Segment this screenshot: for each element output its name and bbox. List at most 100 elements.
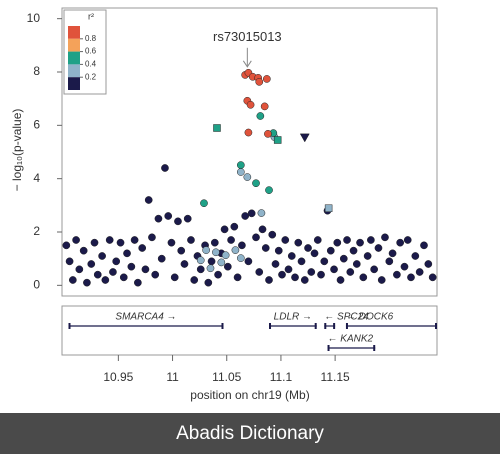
y-tick-label: 6: [33, 118, 40, 132]
point: [374, 244, 383, 252]
gene-end: [345, 323, 348, 329]
point: [297, 257, 306, 266]
point: [233, 273, 242, 282]
point: [75, 265, 84, 274]
point: [157, 254, 166, 263]
point: [393, 270, 401, 279]
legend-label: 0.6: [85, 47, 97, 56]
point: [370, 265, 378, 274]
point: [300, 276, 309, 284]
point: [230, 222, 239, 231]
point: [363, 252, 372, 260]
point: [310, 249, 319, 258]
point: [407, 273, 415, 282]
point: [333, 238, 342, 247]
legend-swatch: [68, 77, 80, 90]
gene-end: [435, 323, 437, 329]
point: [221, 251, 230, 260]
point: [134, 278, 142, 287]
point: [424, 260, 433, 268]
point: [246, 100, 255, 109]
point: [93, 270, 102, 279]
point: [261, 244, 270, 252]
y-tick-label: 2: [33, 224, 40, 238]
point: [403, 236, 412, 244]
point: [396, 238, 405, 247]
point: [206, 264, 215, 273]
point: [236, 161, 245, 169]
point: [377, 276, 386, 284]
y-tick-label: 10: [27, 11, 41, 25]
point: [317, 270, 325, 279]
legend-label: 0.4: [85, 60, 97, 69]
point: [101, 276, 110, 284]
point: [164, 212, 173, 220]
point: [304, 244, 312, 252]
point: [336, 276, 345, 284]
point: [207, 257, 216, 266]
gene-label: SMARCA4 →: [115, 312, 176, 323]
gene-end: [333, 323, 336, 329]
point: [247, 209, 256, 218]
x-tick-label: 11: [166, 370, 179, 384]
x-tick-label: 10.95: [103, 370, 133, 384]
x-tick-label: 11.05: [212, 370, 241, 384]
point: [119, 273, 128, 282]
point: [320, 257, 329, 266]
point: [255, 268, 264, 276]
y-tick-label: 4: [33, 171, 40, 185]
point: [415, 268, 424, 276]
point: [167, 238, 176, 247]
annotation-arrowhead: [242, 60, 252, 68]
legend-label: 0.8: [85, 34, 97, 43]
point: [343, 236, 351, 244]
point: [274, 246, 283, 255]
point: [227, 236, 235, 244]
gene-end: [324, 323, 327, 329]
point: [130, 236, 139, 244]
point: [352, 260, 361, 268]
point: [105, 236, 114, 244]
point: [244, 128, 253, 137]
point: [196, 256, 205, 265]
point: [212, 248, 220, 257]
legend-label: 0.2: [85, 72, 97, 81]
point: [256, 112, 265, 120]
y-tick-label: 8: [33, 64, 40, 78]
point: [349, 246, 358, 255]
point: [180, 260, 189, 268]
point: [346, 268, 355, 276]
point: [330, 265, 338, 274]
point: [214, 270, 222, 279]
point: [265, 186, 273, 194]
point: [154, 214, 163, 223]
point: [196, 265, 205, 274]
point: [252, 233, 260, 242]
point: [112, 257, 121, 266]
point: [265, 276, 273, 284]
point: [278, 270, 286, 279]
gene-label: ← KANK2: [328, 334, 374, 345]
gene-label: ← SPC24: [324, 312, 369, 323]
point: [65, 257, 74, 266]
point: [200, 199, 208, 208]
legend-title: r²: [88, 11, 94, 21]
point: [313, 236, 322, 244]
point: [284, 265, 293, 274]
point: [268, 230, 277, 239]
point: [161, 164, 169, 172]
point: [428, 273, 437, 282]
point: [287, 252, 296, 260]
gene-end: [373, 345, 376, 351]
point: [299, 133, 310, 143]
point: [258, 225, 267, 234]
point: [264, 130, 272, 138]
point: [273, 136, 282, 144]
point: [411, 252, 420, 260]
point: [148, 233, 156, 242]
gene-end: [327, 345, 330, 351]
chart: − log₁₀(p-value) position on chr19 (Mb) …: [10, 7, 438, 402]
point: [183, 214, 192, 223]
y-axis-label: − log₁₀(p-value): [10, 109, 24, 192]
gene-label: ← DOCK6: [346, 312, 394, 323]
